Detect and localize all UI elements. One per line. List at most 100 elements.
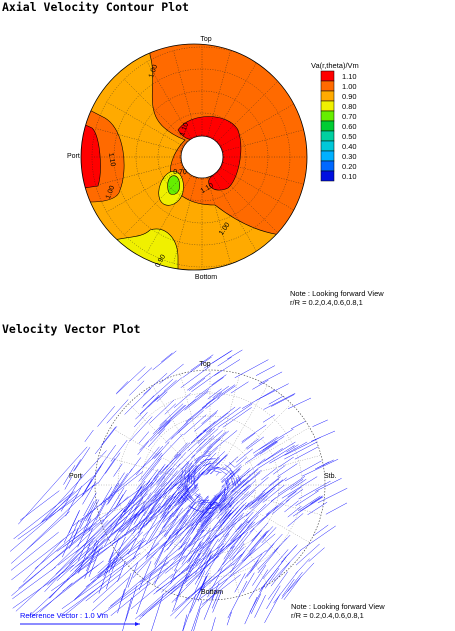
label-top-vector: Top: [199, 361, 210, 368]
velocity-vector: [205, 397, 220, 409]
velocity-vector: [194, 460, 212, 478]
velocity-vector: [187, 372, 211, 391]
velocity-vector: [149, 399, 175, 424]
velocity-vector: [201, 499, 210, 501]
contour-label: 1.10: [179, 122, 190, 137]
velocity-vector: [97, 458, 116, 484]
velocity-vector: [100, 467, 172, 539]
velocity-vector: [86, 541, 99, 572]
velocity-vector: [91, 577, 130, 611]
contour-region-1.10-port: [81, 117, 101, 191]
grid-spoke: [152, 385, 199, 466]
velocity-vector: [208, 493, 222, 509]
velocity-vector: [113, 461, 189, 541]
velocity-vector: [183, 414, 207, 436]
velocity-vector: [272, 499, 290, 515]
velocity-vector: [281, 578, 295, 597]
velocity-vector: [9, 493, 79, 552]
velocity-vector: [227, 481, 230, 489]
velocity-vector: [191, 464, 197, 472]
label-port: Port: [67, 153, 80, 160]
velocity-vector: [195, 472, 261, 526]
grid-spoke: [217, 79, 280, 142]
velocity-vector: [181, 529, 205, 565]
velocity-vector: [238, 517, 249, 530]
velocity-vector: [219, 493, 225, 501]
velocity-vector: [202, 454, 211, 457]
velocity-vector: [250, 494, 265, 510]
velocity-vector: [63, 465, 76, 485]
velocity-vector: [113, 504, 135, 540]
velocity-vector: [231, 543, 245, 561]
velocity-vector: [280, 545, 297, 563]
velocity-vector: [172, 583, 184, 612]
velocity-vector: [196, 511, 252, 552]
velocity-vector: [230, 477, 234, 486]
velocity-vector: [101, 426, 116, 446]
velocity-vector: [74, 548, 129, 601]
velocity-vector: [75, 481, 153, 553]
velocity-vector: [317, 487, 348, 504]
velocity-vector: [295, 543, 320, 566]
velocity-vector: [229, 501, 235, 508]
velocity-vector: [224, 464, 232, 470]
velocity-vector: [192, 465, 198, 473]
velocity-vector: [152, 445, 164, 459]
velocity-vector: [154, 548, 164, 568]
velocity-vector: [249, 505, 279, 533]
velocity-vector: [135, 446, 160, 476]
contour-fills: [81, 44, 307, 270]
velocity-vector: [88, 547, 101, 577]
contour-label: 1.10: [107, 152, 116, 167]
velocity-vector: [72, 471, 144, 526]
velocity-vector: [218, 497, 224, 504]
velocity-vector: [194, 412, 217, 432]
velocity-vector: [159, 491, 180, 518]
grid-spoke: [223, 128, 307, 152]
velocity-vector: [151, 593, 164, 631]
velocity-vector: [213, 509, 230, 528]
velocity-vector: [229, 468, 236, 475]
grid-spoke: [146, 61, 192, 139]
velocity-vector: [153, 377, 182, 402]
grid-spoke: [110, 427, 191, 474]
velocity-vector: [178, 473, 193, 492]
velocity-vector: [273, 534, 291, 553]
outer-boundary: [80, 43, 308, 271]
legend-swatch: [320, 80, 335, 92]
velocity-vector: [194, 494, 202, 500]
velocity-vector: [162, 487, 188, 522]
velocity-vector: [252, 379, 269, 390]
velocity-vector: [226, 482, 229, 491]
velocity-vector: [207, 533, 276, 591]
velocity-vector: [70, 528, 79, 546]
velocity-vector: [182, 356, 212, 378]
velocity-vector: [268, 395, 284, 405]
velocity-vector: [162, 470, 186, 498]
velocity-vector: [142, 379, 174, 407]
velocity-vector: [185, 496, 192, 503]
velocity-vector: [201, 384, 236, 409]
velocity-vector: [256, 383, 289, 401]
legend-swatch: [320, 90, 335, 102]
velocity-vector: [48, 545, 104, 599]
velocity-vector: [197, 502, 206, 505]
velocity-vector: [194, 475, 196, 484]
velocity-vector: [219, 504, 227, 511]
grid-spoke: [232, 490, 322, 515]
velocity-vector: [207, 468, 216, 471]
velocity-vector: [290, 421, 306, 430]
velocity-vector: [116, 381, 129, 394]
velocity-vector: [212, 451, 226, 463]
velocity-vector: [198, 499, 207, 502]
velocity-vector: [85, 499, 98, 522]
velocity-vector: [154, 468, 175, 494]
velocity-vector: [237, 474, 241, 483]
velocity-vector: [285, 488, 304, 502]
velocity-vector: [156, 452, 187, 485]
velocity-vector: [252, 488, 276, 509]
velocity-vector: [239, 519, 252, 534]
legend-swatch: [320, 130, 335, 142]
velocity-vector: [107, 483, 120, 502]
grid-spoke: [221, 504, 268, 585]
